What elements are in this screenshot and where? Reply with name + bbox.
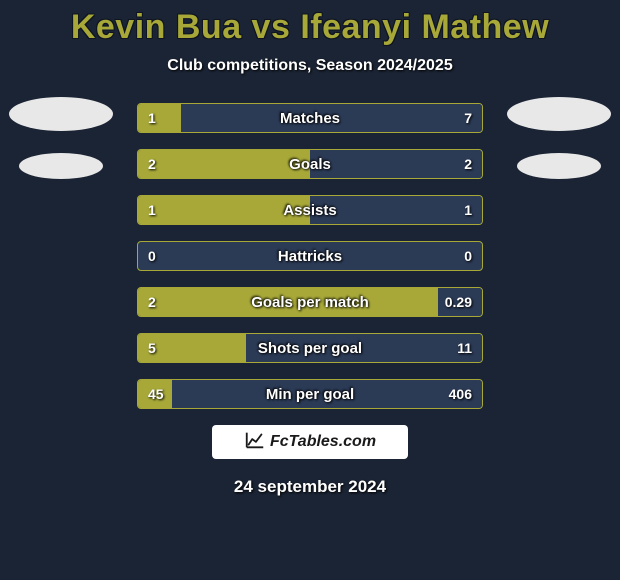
stat-bar-left-fill [138, 196, 310, 224]
stat-bar-right-fill [246, 334, 482, 362]
stat-bar-left-fill [138, 104, 181, 132]
stat-row: 0 0Hattricks [137, 241, 483, 271]
stat-bar-left-fill [138, 334, 246, 362]
player-left-photo-placeholder [9, 97, 113, 131]
page-title: Kevin Bua vs Ifeanyi Mathew [0, 8, 620, 47]
stat-row: 20.29Goals per match [137, 287, 483, 317]
stat-bar-right-fill [310, 196, 482, 224]
player-right-club-placeholder [517, 153, 601, 179]
stat-bar-left-fill [138, 288, 438, 316]
stats-bars: 17Matches 22Goals 11Assists 0 0Hattricks 20.2… [137, 103, 483, 409]
brand-badge: FcTables.com [212, 425, 408, 459]
subtitle: Club competitions, Season 2024/2025 [0, 57, 620, 75]
brand-chart-icon [244, 429, 266, 456]
stat-value-right: 0 [454, 242, 482, 270]
stat-value-left: 0 [138, 242, 166, 270]
stat-bar-right-fill [310, 150, 482, 178]
player-right-column [504, 97, 614, 179]
stat-row: 22Goals [137, 149, 483, 179]
stat-label: Hattricks [138, 242, 482, 270]
compare-area: 17Matches 22Goals 11Assists 0 0Hattricks 20.2… [0, 103, 620, 409]
player-left-club-placeholder [19, 153, 103, 179]
stat-bar-left-fill [138, 380, 172, 408]
stat-row: 45406Min per goal [137, 379, 483, 409]
stat-row: 11Assists [137, 195, 483, 225]
stat-bar-right-fill [172, 380, 482, 408]
player-left-column [6, 97, 116, 179]
stat-row: 511Shots per goal [137, 333, 483, 363]
stat-bar-right-fill [181, 104, 482, 132]
stat-row: 17Matches [137, 103, 483, 133]
brand-text: FcTables.com [270, 433, 376, 451]
date-label: 24 september 2024 [0, 477, 620, 497]
stat-bar-right-fill [438, 288, 482, 316]
player-right-photo-placeholder [507, 97, 611, 131]
stat-bar-left-fill [138, 150, 310, 178]
